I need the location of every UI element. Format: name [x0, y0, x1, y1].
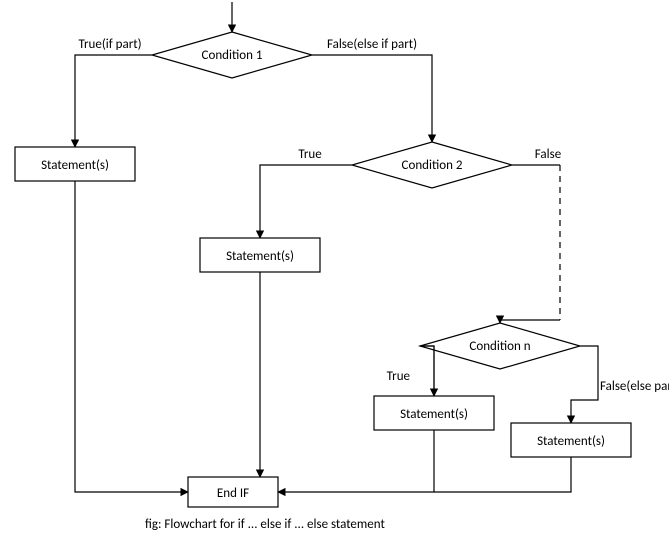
node-condition-2: Condition 2: [352, 142, 512, 188]
svg-text:Statement(s): Statement(s): [41, 158, 109, 173]
edge-cond2-false: False: [500, 147, 561, 323]
e-condn-true: [420, 346, 434, 396]
svg-text:False: False: [535, 147, 561, 162]
svg-text:Condition 2: Condition 2: [402, 158, 463, 173]
node-statement-2: Statement(s): [200, 238, 320, 272]
edge-cond1-true: True(if part): [75, 37, 152, 147]
node-statement-3: Statement(s): [374, 396, 494, 430]
edge-condn-true-clean: [420, 346, 434, 396]
edge-cond2-true: True: [260, 147, 352, 238]
svg-text:Statement(s): Statement(s): [537, 434, 605, 449]
svg-text:Condition 1: Condition 1: [202, 48, 263, 63]
svg-text:Condition n: Condition n: [469, 339, 530, 354]
svg-text:End IF: End IF: [217, 486, 249, 501]
edge-stmt4-end: [434, 457, 571, 492]
svg-text:True: True: [387, 369, 410, 384]
figure-caption: fig: Flowchart for if ... else if ... el…: [145, 517, 385, 532]
node-statement-1: Statement(s): [15, 147, 135, 181]
svg-text:False(else part): False(else part): [600, 379, 669, 394]
edge-stmt1-end: [75, 181, 188, 492]
edge-condn-true-line: [420, 346, 434, 396]
edge-condn-true-final: [420, 346, 434, 396]
edge-condn-true-x: True: [387, 346, 434, 396]
node-end-if: End IF: [188, 477, 278, 507]
edge-condn-false: False(else part): [571, 346, 669, 423]
node-condition-n: Condition n: [420, 323, 580, 369]
edge-cond1-false: False(else if part): [312, 37, 432, 142]
svg-text:True(if part): True(if part): [78, 37, 141, 52]
edge-stmt3-end: [278, 430, 434, 492]
svg-text:Statement(s): Statement(s): [400, 407, 468, 422]
node-condition-1: Condition 1: [152, 32, 312, 78]
flowchart-svg: Condition 1 True(if part) False(else if …: [0, 0, 669, 548]
svg-text:False(else if part): False(else if part): [327, 37, 417, 52]
edge-condn-left: [420, 346, 434, 396]
svg-text:True: True: [298, 147, 321, 162]
node-statement-4: Statement(s): [511, 423, 631, 457]
svg-text:Statement(s): Statement(s): [226, 249, 294, 264]
